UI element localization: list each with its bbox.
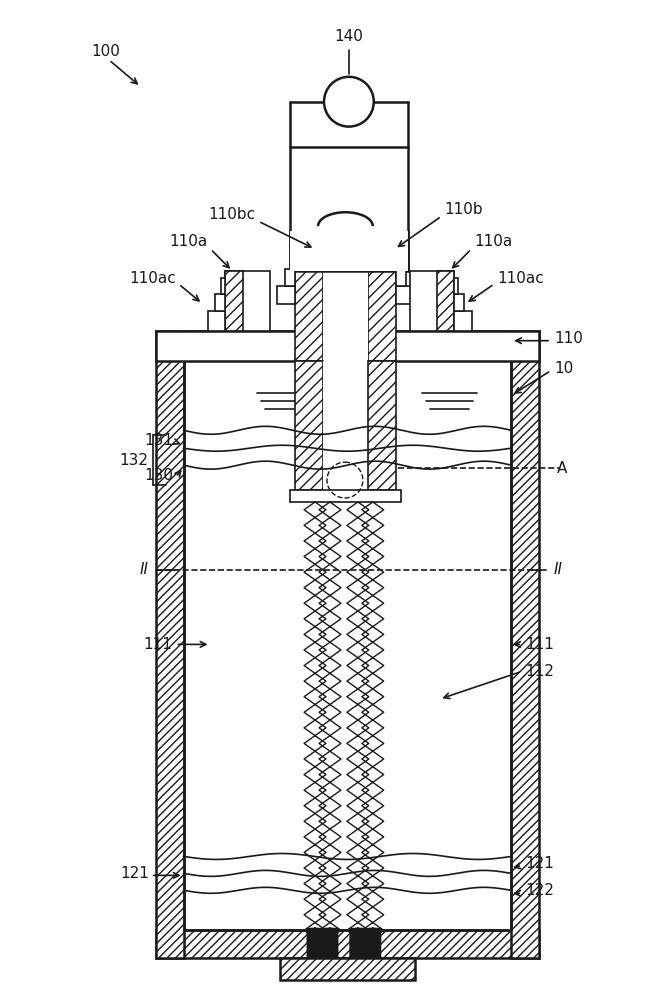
Bar: [285, 269, 295, 286]
Text: II: II: [554, 562, 563, 577]
Text: 110a: 110a: [169, 234, 207, 249]
Bar: [280, 958, 415, 980]
Text: 112: 112: [525, 664, 554, 679]
Bar: [454, 294, 465, 311]
Bar: [323, 361, 368, 490]
Circle shape: [324, 77, 374, 127]
Text: 131: 131: [145, 433, 174, 448]
Bar: [156, 331, 183, 958]
Text: 110ac: 110ac: [497, 271, 544, 286]
Text: 110ac: 110ac: [129, 271, 176, 286]
Bar: [290, 490, 400, 502]
Bar: [454, 278, 458, 294]
Bar: [295, 361, 323, 490]
Text: 111: 111: [144, 637, 172, 652]
Bar: [156, 930, 539, 958]
Bar: [207, 311, 226, 331]
Text: II: II: [140, 562, 149, 577]
Bar: [226, 271, 244, 331]
Text: 130: 130: [145, 468, 174, 483]
Bar: [454, 311, 472, 331]
Text: 110bc: 110bc: [208, 207, 255, 222]
Text: 110b: 110b: [445, 202, 483, 217]
Bar: [323, 221, 368, 361]
Bar: [222, 278, 226, 294]
Text: 10: 10: [554, 361, 573, 376]
Text: 132: 132: [120, 453, 149, 468]
Bar: [396, 286, 413, 304]
Bar: [410, 271, 454, 331]
Bar: [437, 271, 454, 331]
Bar: [156, 331, 539, 361]
Bar: [277, 286, 295, 304]
Text: 122: 122: [525, 883, 554, 898]
Text: 110a: 110a: [474, 234, 513, 249]
Text: 140: 140: [334, 29, 364, 44]
Bar: [290, 147, 408, 271]
Bar: [511, 331, 539, 958]
Text: 100: 100: [91, 44, 120, 59]
Bar: [295, 221, 323, 361]
Bar: [291, 254, 295, 269]
Bar: [226, 271, 270, 331]
Bar: [368, 221, 396, 361]
Bar: [368, 361, 396, 490]
Text: 111: 111: [525, 637, 554, 652]
Bar: [396, 254, 400, 269]
Text: 110: 110: [554, 331, 583, 346]
Text: A: A: [557, 461, 568, 476]
Bar: [290, 231, 408, 271]
Bar: [216, 294, 226, 311]
Text: 121: 121: [120, 866, 149, 881]
Bar: [396, 269, 406, 286]
Text: 121: 121: [525, 856, 554, 871]
